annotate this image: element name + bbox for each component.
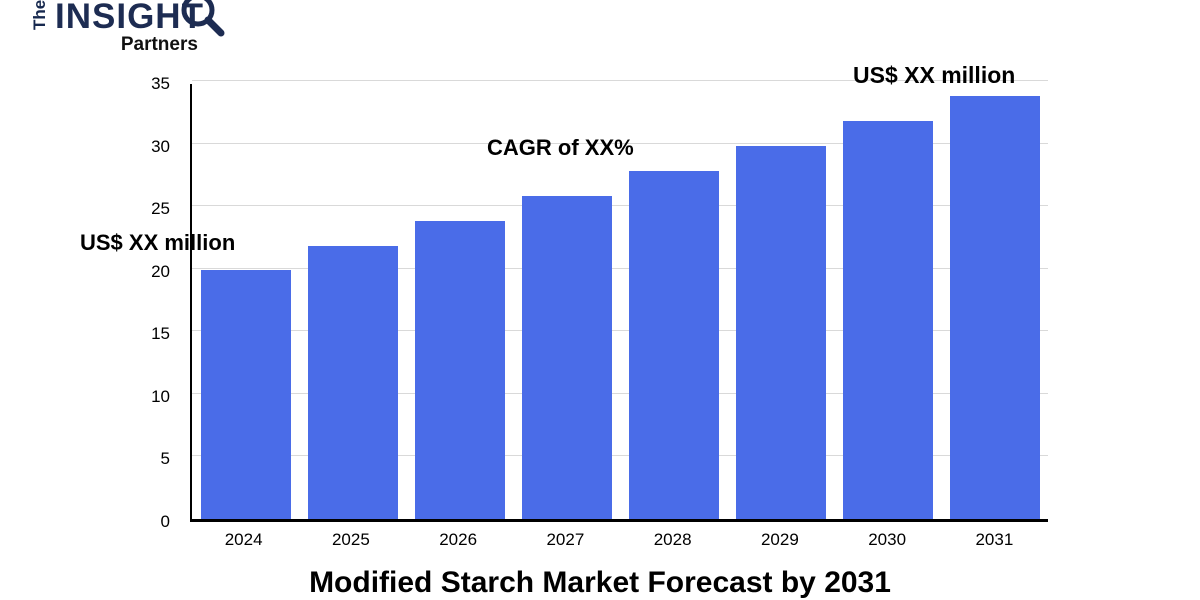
x-axis: 2024 2025 2026 2027 2028 2029 2030 2031 xyxy=(190,530,1048,550)
logo-partners-text: Partners xyxy=(120,34,198,55)
y-tick-label: 30 xyxy=(151,136,170,156)
bar-2028 xyxy=(628,171,719,519)
x-tick-label: 2029 xyxy=(760,530,799,549)
y-tick-label: 0 xyxy=(160,512,170,531)
bar-2031 xyxy=(949,96,1040,519)
gridline xyxy=(192,330,1048,332)
bar-2027 xyxy=(521,195,612,519)
bar-slot xyxy=(620,84,727,519)
y-tick-label: 10 xyxy=(151,386,170,406)
logo-the-text: The xyxy=(30,0,49,30)
gridline xyxy=(192,455,1048,457)
x-tick-label: 2024 xyxy=(224,530,263,549)
annotation-first-bar-value: US$ XX million xyxy=(80,230,236,255)
x-tick-label: 2030 xyxy=(868,530,907,549)
annotation-last-bar-value: US$ XX million xyxy=(853,62,1016,88)
y-axis: 0 5 10 15 20 25 30 35 xyxy=(110,74,180,531)
gridline xyxy=(192,267,1048,269)
bar-2030 xyxy=(842,121,933,519)
gridline xyxy=(192,205,1048,207)
x-tick-label: 2026 xyxy=(439,530,478,549)
y-tick-label: 25 xyxy=(151,199,170,219)
bar-slot xyxy=(513,84,620,519)
bars xyxy=(192,84,1048,519)
x-tick-label: 2025 xyxy=(331,530,370,549)
y-tick-label: 20 xyxy=(151,261,170,281)
gridline xyxy=(192,80,1048,81)
logo-main: INSIGHT Partners xyxy=(55,0,225,56)
logo-insight-text: INSIGHT xyxy=(55,0,204,36)
bar-2024 xyxy=(200,270,291,519)
bar-slot xyxy=(406,84,513,519)
y-tick-label: 15 xyxy=(151,324,170,344)
bar-slot xyxy=(299,84,406,519)
chart-title: Modified Starch Market Forecast by 2031 xyxy=(309,566,891,599)
x-tick-label: 2027 xyxy=(546,530,585,549)
y-tick-label: 5 xyxy=(160,449,170,469)
bar-slot xyxy=(192,84,299,519)
bar-slot xyxy=(941,84,1048,519)
logo: The INSIGHT Partners xyxy=(30,0,225,56)
x-tick-label: 2028 xyxy=(653,530,692,549)
plot-area xyxy=(190,80,1048,522)
bar-2025 xyxy=(307,245,398,519)
gridline xyxy=(192,392,1048,394)
gridline xyxy=(192,142,1048,144)
annotation-cagr: CAGR of XX% xyxy=(487,135,634,160)
bar-2026 xyxy=(414,220,505,519)
bar-slot xyxy=(727,84,834,519)
bar-slot xyxy=(834,84,941,519)
x-tick-label: 2031 xyxy=(975,530,1014,549)
y-tick-label: 35 xyxy=(151,74,170,93)
bar-2029 xyxy=(735,146,826,519)
magnifier-icon xyxy=(178,0,230,47)
